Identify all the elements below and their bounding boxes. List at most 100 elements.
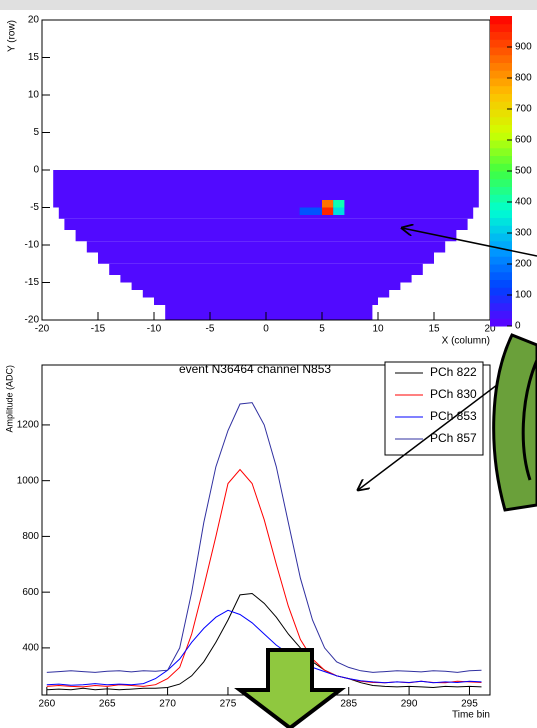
y-tick-label: 1200 xyxy=(17,420,40,431)
palette-band xyxy=(490,233,512,242)
palette-band xyxy=(490,155,512,164)
palette-band xyxy=(490,93,512,102)
palette-band xyxy=(490,295,512,304)
z-tick-label: 300 xyxy=(515,228,532,239)
heat-cell xyxy=(165,305,373,320)
palette-band xyxy=(490,256,512,265)
palette-band xyxy=(490,109,512,118)
x-axis-label: Time bin xyxy=(452,710,490,721)
palette-band xyxy=(490,171,512,180)
x-tick-label: 265 xyxy=(99,699,116,710)
heat-cell xyxy=(131,282,401,290)
palette-band xyxy=(490,101,512,110)
palette-band xyxy=(490,163,512,172)
x-tick-label: 295 xyxy=(461,699,478,710)
palette-band xyxy=(490,147,512,156)
annotations xyxy=(234,228,537,728)
x-axis-label: X (column) xyxy=(442,336,490,347)
legend-label: PCh 853 xyxy=(430,409,477,423)
palette-band xyxy=(490,116,512,125)
z-tick-label: 800 xyxy=(515,73,532,84)
y-tick-label: 15 xyxy=(28,52,40,63)
heat-cell xyxy=(333,207,345,215)
y-tick-label: 20 xyxy=(28,15,40,26)
heat-cell xyxy=(58,207,474,219)
palette-band xyxy=(490,287,512,296)
heat-cell xyxy=(142,290,390,298)
palette-band xyxy=(490,279,512,288)
legend-label: PCh 830 xyxy=(430,387,477,401)
y-tick-label: -20 xyxy=(25,315,40,326)
legend-label: PCh 857 xyxy=(430,431,477,445)
palette-band xyxy=(490,240,512,249)
x-tick-label: 0 xyxy=(263,324,269,335)
y-tick-label: 1000 xyxy=(17,475,40,486)
series-line xyxy=(46,468,482,688)
series-line xyxy=(46,402,482,673)
z-tick-label: 700 xyxy=(515,104,532,115)
z-tick-label: 0 xyxy=(515,321,521,332)
heat-cell xyxy=(333,200,345,208)
palette-band xyxy=(490,54,512,63)
palette-band xyxy=(490,217,512,226)
palette-band xyxy=(490,225,512,234)
palette-band xyxy=(490,70,512,79)
x-tick-label: 290 xyxy=(401,699,418,710)
y-tick-label: 600 xyxy=(22,587,39,598)
palette-band xyxy=(490,178,512,187)
series-line xyxy=(46,592,482,691)
y-tick-label: -10 xyxy=(25,240,40,251)
x-tick-label: 15 xyxy=(428,324,440,335)
y-tick-label: 10 xyxy=(28,90,40,101)
z-tick-label: 400 xyxy=(515,197,532,208)
palette-band xyxy=(490,132,512,141)
y-tick-label: 0 xyxy=(33,165,39,176)
x-tick-label: 5 xyxy=(319,324,325,335)
palette-band xyxy=(490,39,512,48)
y-tick-label: -15 xyxy=(25,277,40,288)
palette-band xyxy=(490,209,512,218)
legend-label: PCh 822 xyxy=(430,365,477,379)
heat-cell xyxy=(64,218,468,230)
palette-band xyxy=(490,16,512,25)
heat-cell xyxy=(120,275,412,283)
palette-band xyxy=(490,318,512,327)
heat-cell xyxy=(86,241,446,253)
x-tick-label: -20 xyxy=(35,324,50,335)
x-tick-label: 285 xyxy=(340,699,357,710)
chart-title: event N36464 channel N853 xyxy=(179,362,331,376)
x-tick-label: -10 xyxy=(147,324,162,335)
leaf-vein xyxy=(521,359,537,481)
z-tick-label: 100 xyxy=(515,290,532,301)
palette-band xyxy=(490,310,512,319)
y-axis-label: Y (row) xyxy=(7,20,18,52)
palette-band xyxy=(490,140,512,149)
arrow xyxy=(402,228,537,257)
z-tick-label: 900 xyxy=(515,42,532,53)
x-tick-label: 260 xyxy=(38,699,55,710)
heat-cell xyxy=(154,297,378,305)
y-axis-label: Amplitude (ADC) xyxy=(4,365,14,433)
x-tick-label: 275 xyxy=(220,699,237,710)
y-tick-label: 5 xyxy=(33,127,39,138)
palette-band xyxy=(490,31,512,40)
palette-band xyxy=(490,194,512,203)
z-tick-label: 200 xyxy=(515,259,532,270)
palette-band xyxy=(490,264,512,273)
x-tick-label: -5 xyxy=(206,324,215,335)
palette-band xyxy=(490,248,512,257)
palette-band xyxy=(490,302,512,311)
heat-cell xyxy=(322,207,334,215)
palette-band xyxy=(490,47,512,56)
x-tick-label: 10 xyxy=(372,324,384,335)
heat-cell xyxy=(75,230,457,242)
palette-band xyxy=(490,186,512,195)
heat-cell xyxy=(53,170,479,208)
y-tick-label: 800 xyxy=(22,531,39,542)
y-tick-label: -5 xyxy=(30,202,39,213)
palette-band xyxy=(490,124,512,133)
x-tick-label: 20 xyxy=(484,324,496,335)
heat-cell xyxy=(322,200,334,208)
z-tick-label: 600 xyxy=(515,135,532,146)
